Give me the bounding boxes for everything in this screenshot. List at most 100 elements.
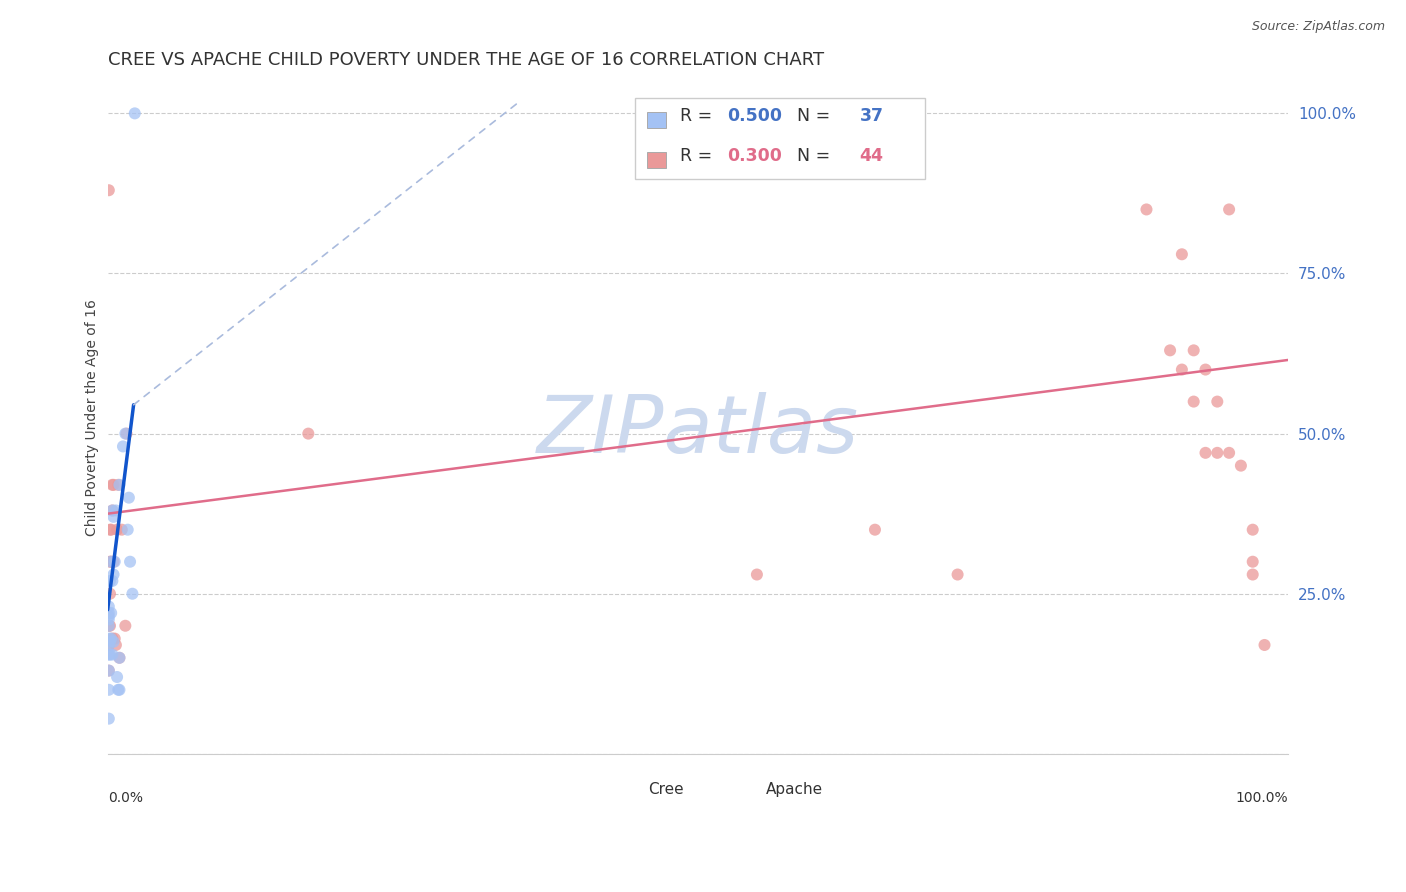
Point (104, 555, 127, 569)
Point (97, 638, 120, 652)
Text: 100.0%: 100.0% (1236, 791, 1288, 805)
Point (115, 426, 138, 441)
Point (297, 426, 319, 441)
Text: ZIPatlas: ZIPatlas (537, 392, 859, 470)
Point (105, 523, 128, 537)
Point (98, 587, 121, 601)
Point (111, 439, 134, 453)
Point (98, 523, 121, 537)
Point (1241, 567, 1264, 582)
Point (101, 632, 124, 646)
Text: 0.0%: 0.0% (108, 791, 142, 805)
Point (1135, 202, 1157, 217)
Text: 37: 37 (859, 107, 883, 125)
Point (1159, 343, 1181, 358)
Point (104, 638, 127, 652)
Text: N =: N = (786, 107, 837, 125)
Text: 0.300: 0.300 (727, 147, 782, 165)
Point (100, 523, 122, 537)
Point (98, 648, 121, 662)
Point (103, 634, 125, 648)
Point (101, 503, 124, 517)
Point (1182, 394, 1205, 409)
Point (97, 606, 120, 620)
Point (745, 567, 768, 582)
Point (97, 712, 120, 726)
Point (1241, 523, 1264, 537)
FancyBboxPatch shape (636, 98, 925, 179)
Point (107, 682, 129, 697)
Point (114, 619, 136, 633)
Text: Source: ZipAtlas.com: Source: ZipAtlas.com (1251, 20, 1385, 33)
Point (104, 632, 127, 646)
Text: CREE VS APACHE CHILD POVERTY UNDER THE AGE OF 16 CORRELATION CHART: CREE VS APACHE CHILD POVERTY UNDER THE A… (108, 51, 824, 69)
Point (1230, 458, 1253, 473)
Point (1194, 362, 1216, 376)
Point (101, 503, 124, 517)
Point (108, 650, 131, 665)
Text: N =: N = (786, 147, 837, 165)
Text: 44: 44 (859, 147, 883, 165)
FancyBboxPatch shape (616, 787, 634, 801)
Point (1241, 555, 1264, 569)
Point (114, 426, 136, 441)
Point (1182, 343, 1205, 358)
Point (118, 491, 141, 505)
FancyBboxPatch shape (734, 787, 752, 801)
Point (97, 664, 120, 678)
Y-axis label: Child Poverty Under the Age of 16: Child Poverty Under the Age of 16 (86, 299, 100, 536)
Point (946, 567, 969, 582)
Point (103, 567, 125, 582)
Point (100, 555, 122, 569)
Point (108, 478, 131, 492)
Point (1218, 202, 1240, 217)
Point (100, 606, 122, 620)
Point (1171, 247, 1194, 261)
Text: Apache: Apache (766, 782, 824, 797)
Point (1206, 446, 1229, 460)
Point (100, 632, 122, 646)
Point (98, 634, 121, 648)
Text: R =: R = (681, 147, 718, 165)
Point (100, 555, 122, 569)
Point (98, 619, 121, 633)
Point (111, 523, 134, 537)
Point (103, 555, 125, 569)
Point (105, 670, 128, 684)
Point (124, 106, 146, 120)
Point (1171, 362, 1194, 376)
Point (97, 619, 120, 633)
Point (103, 478, 125, 492)
Point (97, 632, 120, 646)
Point (107, 478, 129, 492)
Point (97, 664, 120, 678)
Point (108, 650, 131, 665)
Point (101, 478, 124, 492)
Text: Cree: Cree (648, 782, 683, 797)
Point (97, 612, 120, 626)
Point (97, 183, 120, 197)
Point (97, 619, 120, 633)
Point (1194, 446, 1216, 460)
Point (1218, 446, 1240, 460)
Point (120, 555, 142, 569)
Point (108, 682, 131, 697)
Point (101, 648, 124, 662)
Text: R =: R = (681, 107, 718, 125)
Point (98, 555, 121, 569)
Point (97, 648, 120, 662)
Point (863, 523, 886, 537)
Point (103, 509, 125, 524)
Point (1253, 638, 1275, 652)
Point (97, 609, 120, 624)
Point (104, 503, 127, 517)
Point (97, 638, 120, 652)
FancyBboxPatch shape (647, 112, 666, 128)
Point (98, 574, 121, 588)
Point (121, 587, 143, 601)
Point (101, 574, 124, 588)
Point (1206, 394, 1229, 409)
Point (117, 523, 139, 537)
Point (97, 599, 120, 614)
FancyBboxPatch shape (647, 153, 666, 169)
